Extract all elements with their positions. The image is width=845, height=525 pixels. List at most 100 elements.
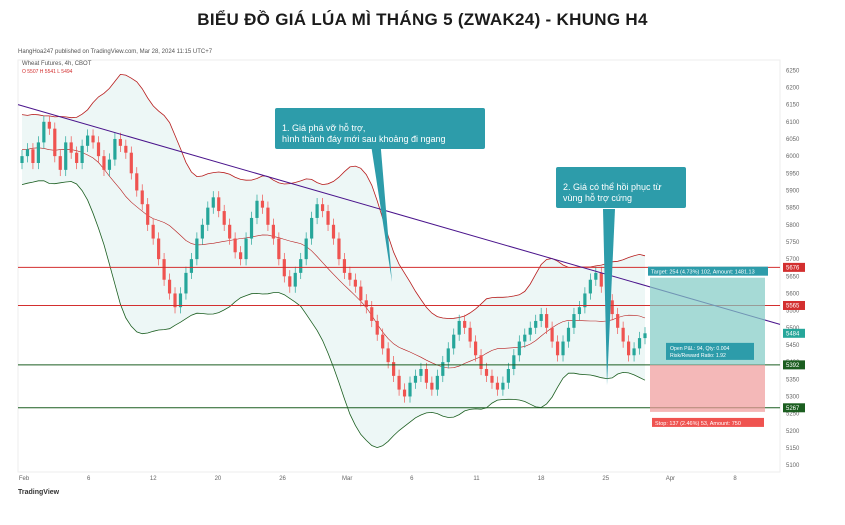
price-tag: 5392 [783,360,805,370]
price-tag-text: 5565 [786,304,800,310]
candle-body [566,327,571,342]
y-tick-label: 5950 [786,171,800,177]
price-tag: 5484 [783,328,805,338]
candle-body [249,217,254,239]
candle-body [479,355,483,369]
annotation-support-break: 1. Giá phá vỡ hỗ trợ, hình thành đáy mới… [275,108,485,149]
target-label-text: Target: 254 (4.73%) 102, Amount: 1481.13 [651,270,755,276]
candle-body [189,259,194,273]
candle-body [577,307,582,315]
candle-body [588,279,592,294]
candle-body [523,334,527,342]
y-tick-label: 5250 [786,412,800,418]
candle-body [162,259,166,280]
ohlc-readout: O 5507 H 5541 L 5494 [22,69,73,75]
y-tick-label: 5350 [786,377,800,383]
candle-body [353,279,357,287]
candle-body [135,173,139,191]
y-tick-label: 5650 [786,274,800,280]
bollinger-upper [21,73,646,319]
x-tick-label: Mar [342,476,352,482]
candle-body [419,369,423,376]
position-info-bg [666,342,754,360]
candle-body [534,320,538,328]
y-tick-label: 5200 [786,429,800,435]
candle-body [375,320,379,335]
y-tick-label: 5850 [786,206,800,212]
candle-body [326,211,330,225]
y-tick-label: 5600 [786,291,800,297]
candle-body [255,200,259,218]
callout1-pointer [370,138,392,282]
x-tick-label: Feb [19,476,30,482]
candle-body [517,341,521,356]
candle-body [151,224,155,239]
candle-body [53,128,57,157]
candle-body [424,369,429,383]
candle-body [233,238,237,253]
candle-body [102,156,106,170]
candle-body [47,121,51,129]
candle-body [31,149,35,163]
y-tick-label: 5750 [786,240,800,246]
candle-body [512,355,516,369]
price-tag-text: 5267 [786,406,800,412]
candle-body [616,314,620,328]
candle-body [632,348,636,356]
candle-body [386,348,390,363]
price-tag-text: 5392 [786,363,800,369]
candle-body [271,224,275,239]
candle-body [304,238,308,260]
candle-body [315,204,319,218]
x-tick-label: 20 [215,476,222,482]
price-tag: 5676 [783,262,805,272]
candle-body [397,375,401,390]
candle-body [381,334,385,349]
candle-body [610,300,614,315]
stop-label-text: Stop: 137 (2.46%) 53, Amount: 750 [655,421,741,427]
y-tick-label: 6050 [786,137,800,143]
stop-zone [650,364,765,412]
candle-body [200,224,204,239]
x-tick-label: 6 [87,476,91,482]
candle-body [545,314,549,328]
candle-body [457,320,461,335]
candle-body [637,338,642,349]
candle-body [331,224,336,239]
candle-body [402,389,407,397]
y-tick-label: 5700 [786,257,800,263]
candle-body [594,272,598,280]
candle-body [20,156,24,163]
y-tick-label: 5450 [786,343,800,349]
candle-body [539,314,543,321]
candle-body [217,197,221,212]
candle-body [627,341,631,356]
y-tick-label: 5900 [786,188,800,194]
stop-label-bg [652,417,764,427]
y-tick-label: 6150 [786,103,800,109]
price-tag-bg [783,262,805,272]
candle-body [468,327,472,342]
candle-body [435,375,439,390]
x-tick-label: 26 [279,476,286,482]
candle-body [484,369,489,376]
candle-body [118,138,122,146]
candle-body [392,362,396,376]
annotation-recovery-text: 2. Giá có thể hồi phục từ vùng hỗ trợ cứ… [563,182,662,203]
candle-body [244,238,248,260]
bollinger-mid [21,147,646,369]
candle-body [80,145,84,163]
price-tag-bg [783,300,805,310]
tradingview-logo-text: TradingView [18,489,60,496]
candle-body [211,197,215,208]
y-tick-label: 5100 [786,463,800,469]
candle-body [599,272,603,287]
y-tick-label: 5300 [786,394,800,400]
candle-body [528,327,532,335]
candle-body [64,142,68,170]
publish-info: HangHoa247 published on TradingView.com,… [18,49,213,55]
y-tick-label: 6200 [786,85,800,91]
annotation-support-break-text: 1. Giá phá vỡ hỗ trợ, hình thành đáy mới… [282,123,446,144]
